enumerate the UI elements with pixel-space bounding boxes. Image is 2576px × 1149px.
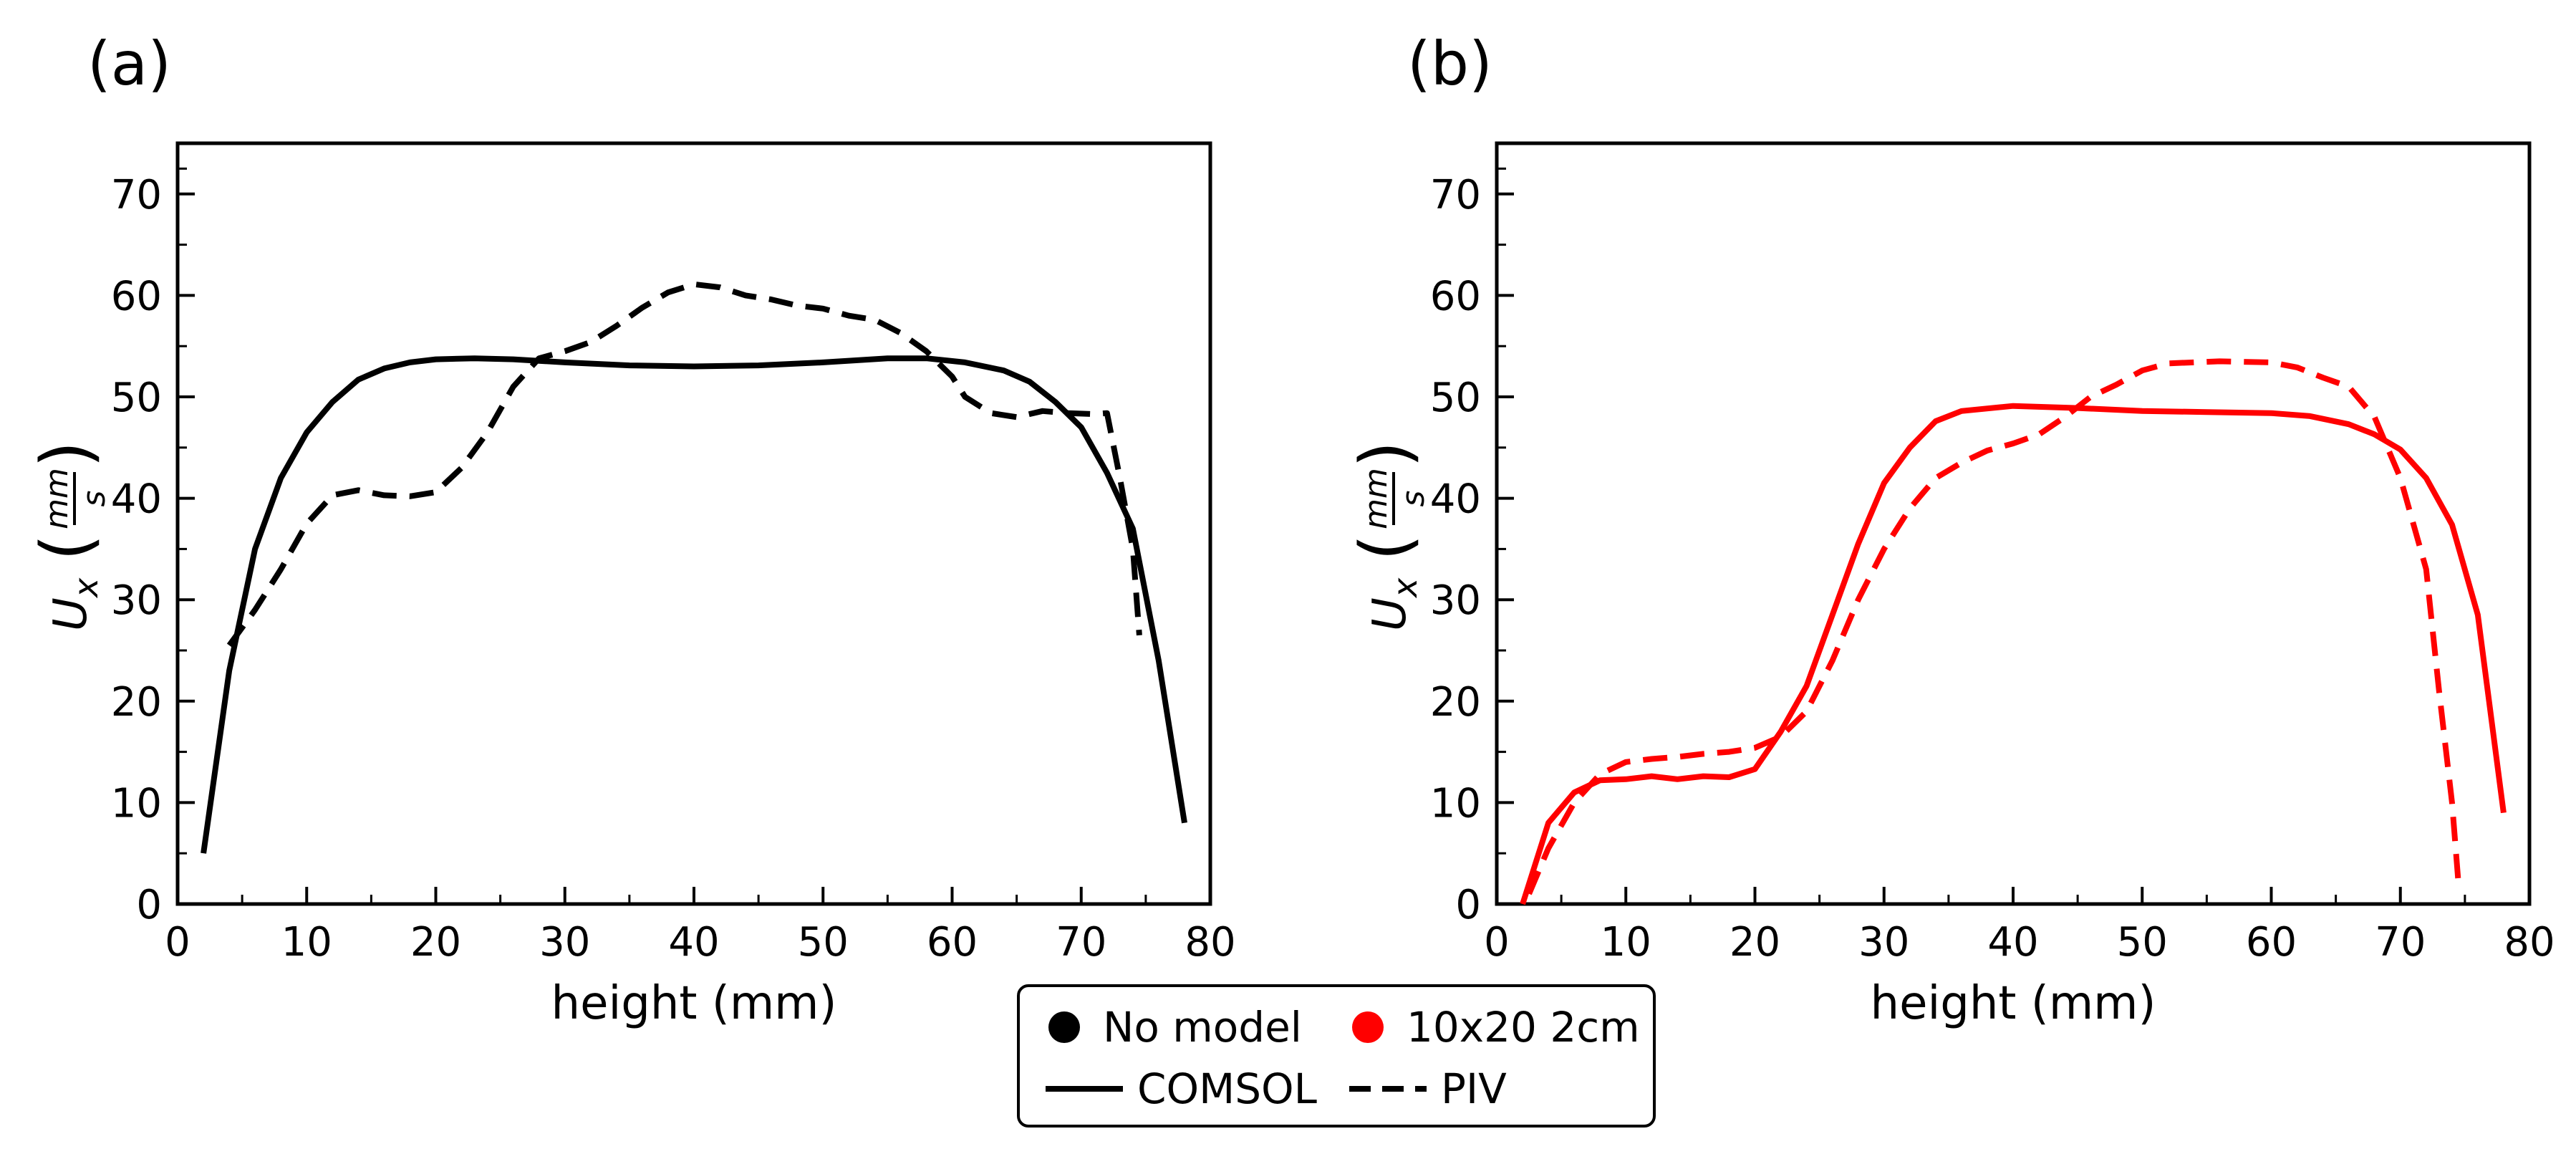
y-tick-label: 60: [111, 273, 162, 319]
y-axis-open-paren: (: [26, 534, 107, 561]
plot-frame: [1495, 141, 2532, 906]
x-tick-label: 0: [165, 919, 190, 966]
x-tick-label: 80: [1185, 919, 1235, 966]
x-tick-label: 40: [1987, 919, 2038, 966]
series-line-piv: [1526, 358, 2461, 895]
y-axis-subscript: x: [67, 577, 105, 599]
x-tick-label: 10: [281, 919, 332, 966]
y-axis-title: Ux ( mm s): [26, 441, 112, 631]
x-tick-label: 80: [2504, 919, 2555, 966]
legend-marker-1: [1352, 1011, 1384, 1043]
legend-marker-0: [1048, 1011, 1080, 1043]
y-axis-open-paren: (: [1346, 534, 1426, 561]
y-tick-label: 0: [136, 882, 162, 928]
y-tick-label: 70: [1430, 172, 1481, 218]
x-tick-label: 0: [1484, 919, 1510, 966]
panel-label: (a): [87, 29, 171, 99]
series-line-comsol: [1520, 403, 2507, 905]
y-tick-label: 10: [111, 780, 162, 827]
x-tick-label: 20: [410, 919, 461, 966]
x-tick-label: 60: [2246, 919, 2297, 966]
y-tick-label: 30: [1430, 577, 1481, 624]
y-tick-label: 50: [1430, 375, 1481, 421]
x-tick-label: 50: [798, 919, 849, 966]
y-axis-unit-denominator: s: [76, 491, 112, 507]
y-axis-close-paren: ): [26, 441, 107, 468]
series-line-comsol: [201, 355, 1187, 854]
y-tick-label: 50: [111, 375, 162, 421]
x-tick-label: 10: [1601, 919, 1651, 966]
x-axis-title: height (mm): [551, 977, 837, 1030]
y-tick-label: 0: [1455, 882, 1481, 928]
y-tick-label: 60: [1430, 273, 1481, 319]
y-axis-close-paren: ): [1346, 441, 1426, 468]
x-tick-label: 30: [539, 919, 590, 966]
x-tick-label: 30: [1858, 919, 1909, 966]
legend-label: PIV: [1441, 1064, 1507, 1113]
y-tick-label: 20: [1430, 679, 1481, 726]
legend-label: COMSOL: [1137, 1064, 1317, 1113]
x-tick-label: 50: [2117, 919, 2168, 966]
y-axis-subscript: x: [1386, 577, 1424, 599]
y-tick-label: 40: [1430, 476, 1481, 523]
y-tick-label: 20: [111, 679, 162, 726]
panel-label: (b): [1407, 29, 1492, 99]
plot-frame: [175, 141, 1212, 906]
x-tick-label: 60: [927, 919, 978, 966]
y-tick-label: 10: [1430, 780, 1481, 827]
series-line-piv: [226, 281, 1142, 648]
legend: No model 10x20 2cm COMSOL PIV: [1017, 984, 1656, 1128]
legend-box: [1017, 984, 1656, 1128]
x-tick-label: 70: [2375, 919, 2426, 966]
y-tick-label: 30: [111, 577, 162, 624]
panel-b: (b) 0 10 20 30 40 50 60 70 80 0 10 20 30 40 50 60 70 heigh…: [1346, 29, 2555, 1030]
x-tick-label: 20: [1730, 919, 1780, 966]
y-axis-unit-denominator: s: [1395, 491, 1432, 507]
y-axis-title: Ux ( mm s): [1346, 441, 1432, 631]
y-axis-unit-numerator: mm: [1358, 468, 1394, 529]
y-axis-unit-numerator: mm: [39, 468, 75, 529]
y-axis-symbol: U: [1364, 597, 1417, 631]
x-tick-label: 40: [668, 919, 719, 966]
y-tick-label: 40: [111, 476, 162, 523]
legend-label: No model: [1103, 1003, 1302, 1052]
panel-a: (a) 0 10 20 30 40 50 60 70 80 0 10 20 30 40 50 60 70 heigh…: [26, 29, 1236, 1030]
y-tick-label: 70: [111, 172, 162, 218]
legend-label: 10x20 2cm: [1407, 1003, 1640, 1052]
y-axis-symbol: U: [44, 597, 97, 631]
x-axis-title: height (mm): [1871, 977, 2156, 1030]
x-tick-label: 70: [1056, 919, 1106, 966]
